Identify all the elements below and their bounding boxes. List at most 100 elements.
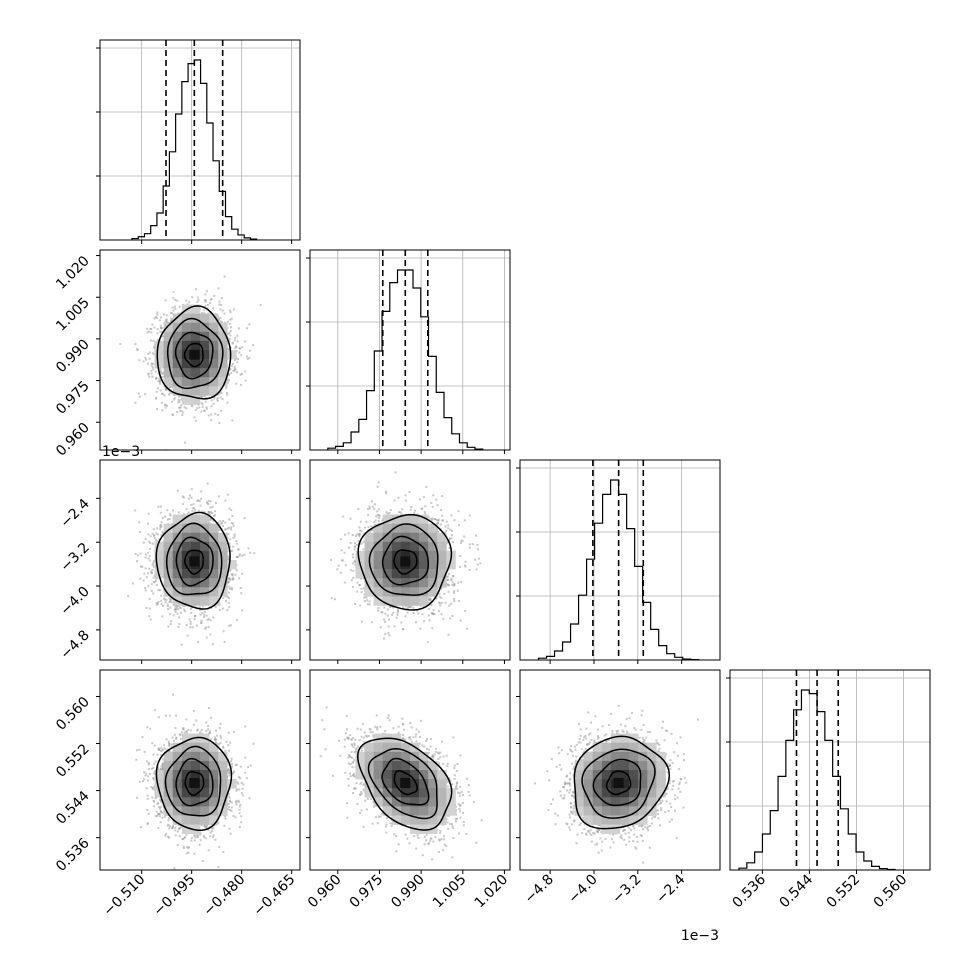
- sample-point: [145, 556, 147, 558]
- sample-point: [195, 409, 197, 411]
- sample-point: [214, 413, 216, 415]
- sample-point: [223, 312, 225, 314]
- sample-point: [238, 577, 240, 579]
- sample-point: [189, 494, 191, 496]
- sample-point: [207, 503, 209, 505]
- sample-point: [174, 397, 176, 399]
- sample-point: [179, 607, 181, 609]
- sample-point: [169, 613, 171, 615]
- sample-point: [190, 623, 192, 625]
- sample-point: [233, 537, 235, 539]
- sample-point: [206, 501, 208, 503]
- sample-point: [248, 323, 250, 325]
- sample-point: [172, 413, 174, 415]
- sample-point: [173, 614, 175, 616]
- sample-point: [159, 589, 161, 591]
- sample-point: [246, 327, 248, 329]
- sample-point: [211, 405, 213, 407]
- sample-point: [177, 626, 179, 628]
- density-cell: [164, 323, 173, 332]
- sample-point: [195, 288, 197, 290]
- sample-point: [182, 412, 184, 414]
- sample-point: [154, 537, 156, 539]
- sample-point: [191, 488, 193, 490]
- sample-point: [167, 608, 169, 610]
- density-1-0: [119, 276, 261, 452]
- sample-point: [148, 615, 150, 617]
- sample-point: [139, 396, 141, 398]
- sample-point: [202, 403, 204, 405]
- sample-point: [156, 332, 158, 334]
- sample-point: [161, 327, 163, 329]
- sample-point: [236, 619, 238, 621]
- sample-point: [220, 304, 222, 306]
- sample-point: [202, 406, 204, 408]
- sample-point: [232, 546, 234, 548]
- sample-point: [229, 309, 231, 311]
- sample-point: [221, 522, 223, 524]
- sample-point: [225, 600, 227, 602]
- sample-point: [170, 620, 172, 622]
- sample-point: [240, 384, 242, 386]
- sample-point: [156, 602, 158, 604]
- sample-point: [166, 509, 168, 511]
- sample-point: [229, 319, 231, 321]
- sample-point: [200, 620, 202, 622]
- sample-point: [214, 510, 216, 512]
- sample-point: [169, 518, 171, 520]
- sample-point: [177, 608, 179, 610]
- sample-point: [162, 517, 164, 519]
- density-cell: [191, 323, 200, 332]
- sample-point: [147, 585, 149, 587]
- sample-point: [177, 401, 179, 403]
- sample-point: [174, 306, 176, 308]
- sample-point: [222, 310, 224, 312]
- sample-point: [191, 510, 193, 512]
- sample-point: [155, 371, 157, 373]
- sample-point: [200, 411, 202, 413]
- sample-point: [206, 408, 208, 410]
- sample-point: [187, 635, 189, 637]
- sample-point: [144, 393, 146, 395]
- sample-point: [233, 309, 235, 311]
- sample-point: [188, 498, 190, 500]
- sample-point: [174, 308, 176, 310]
- sample-point: [209, 302, 211, 304]
- density-cell: [200, 350, 209, 359]
- sample-point: [206, 615, 208, 617]
- sample-point: [213, 515, 215, 517]
- sample-point: [237, 340, 239, 342]
- sample-point: [179, 306, 181, 308]
- sample-point: [188, 511, 190, 513]
- sample-point: [216, 398, 218, 400]
- sample-point: [186, 624, 188, 626]
- sample-point: [147, 374, 149, 376]
- sample-point: [162, 531, 164, 533]
- sample-point: [217, 414, 219, 416]
- sample-point: [189, 626, 191, 628]
- sample-point: [172, 509, 174, 511]
- sample-point: [219, 609, 221, 611]
- sample-point: [219, 392, 221, 394]
- sample-point: [151, 363, 153, 365]
- sample-point: [213, 295, 215, 297]
- sample-point: [127, 595, 129, 597]
- sample-point: [225, 529, 227, 531]
- sample-point: [235, 345, 237, 347]
- sample-point: [155, 580, 157, 582]
- sample-point: [152, 340, 154, 342]
- sample-point: [132, 582, 134, 584]
- sample-point: [170, 601, 172, 603]
- sample-point: [161, 402, 163, 404]
- sample-point: [221, 297, 223, 299]
- sample-point: [194, 618, 196, 620]
- sample-point: [234, 534, 236, 536]
- sample-point: [163, 313, 165, 315]
- sample-point: [260, 304, 262, 306]
- sample-point: [233, 370, 235, 372]
- sample-point: [145, 567, 147, 569]
- sample-point: [192, 626, 194, 628]
- sample-point: [229, 334, 231, 336]
- sample-point: [240, 354, 242, 356]
